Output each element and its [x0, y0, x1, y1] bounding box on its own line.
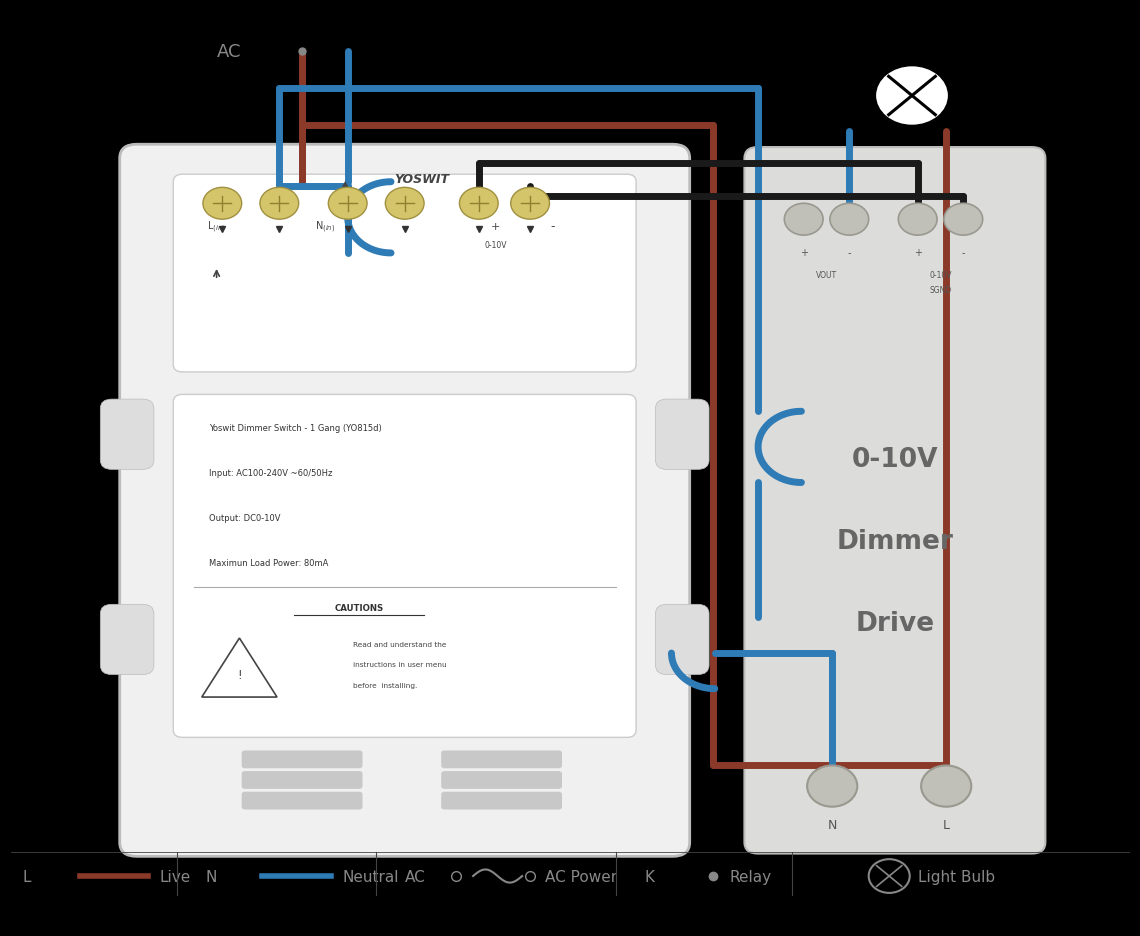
Text: L$_{(in)}$: L$_{(in)}$ — [207, 219, 226, 235]
Text: instructions in user menu: instructions in user menu — [353, 662, 447, 667]
Circle shape — [874, 66, 950, 127]
Text: AC: AC — [217, 42, 241, 61]
Text: Relay: Relay — [730, 869, 772, 884]
FancyBboxPatch shape — [441, 792, 562, 810]
FancyBboxPatch shape — [441, 751, 562, 768]
Circle shape — [260, 188, 299, 220]
Circle shape — [328, 188, 367, 220]
Circle shape — [511, 188, 549, 220]
Text: AC Power: AC Power — [545, 869, 617, 884]
Text: YOSWIT: YOSWIT — [394, 172, 449, 185]
Circle shape — [944, 204, 983, 236]
Polygon shape — [202, 638, 277, 697]
Text: +: + — [799, 247, 808, 257]
Text: Light Bulb: Light Bulb — [918, 869, 995, 884]
FancyBboxPatch shape — [100, 400, 154, 470]
Circle shape — [807, 766, 857, 807]
Text: Input: AC100-240V ~60/50Hz: Input: AC100-240V ~60/50Hz — [209, 469, 332, 477]
Circle shape — [459, 188, 498, 220]
Text: Maximun Load Power: 80mA: Maximun Load Power: 80mA — [209, 559, 328, 567]
Text: N: N — [205, 869, 217, 884]
Text: Neutral: Neutral — [342, 869, 399, 884]
FancyBboxPatch shape — [173, 395, 636, 738]
FancyBboxPatch shape — [120, 145, 690, 856]
Text: -: - — [551, 219, 555, 232]
Text: SGND: SGND — [929, 286, 952, 295]
Text: +: + — [491, 221, 500, 231]
Circle shape — [385, 188, 424, 220]
FancyBboxPatch shape — [173, 175, 636, 373]
Circle shape — [203, 188, 242, 220]
Circle shape — [921, 766, 971, 807]
Text: L: L — [23, 869, 31, 884]
Text: K: K — [644, 869, 654, 884]
Text: 0-10V: 0-10V — [929, 271, 952, 280]
FancyBboxPatch shape — [656, 400, 709, 470]
Circle shape — [830, 204, 869, 236]
Text: !: ! — [237, 668, 242, 681]
FancyBboxPatch shape — [242, 771, 363, 789]
Text: 0-10V: 0-10V — [852, 446, 938, 473]
FancyBboxPatch shape — [656, 605, 709, 675]
FancyBboxPatch shape — [744, 148, 1045, 854]
FancyBboxPatch shape — [242, 751, 363, 768]
Text: +: + — [913, 247, 922, 257]
Circle shape — [898, 204, 937, 236]
Circle shape — [784, 204, 823, 236]
Text: before  installing.: before installing. — [353, 682, 417, 688]
Text: Drive: Drive — [855, 610, 935, 636]
Text: Read and understand the: Read and understand the — [353, 641, 447, 647]
Text: L: L — [943, 818, 950, 831]
FancyBboxPatch shape — [100, 605, 154, 675]
Text: N: N — [828, 818, 837, 831]
Text: N$_{(in)}$: N$_{(in)}$ — [315, 219, 335, 235]
Text: Output: DC0-10V: Output: DC0-10V — [209, 514, 280, 522]
Text: AC: AC — [405, 869, 425, 884]
FancyBboxPatch shape — [242, 792, 363, 810]
Text: VOUT: VOUT — [816, 271, 837, 280]
Text: ▲: ▲ — [342, 179, 349, 187]
Text: -: - — [847, 247, 852, 257]
Text: Dimmer: Dimmer — [837, 529, 953, 555]
Text: CAUTIONS: CAUTIONS — [334, 604, 384, 612]
Text: -: - — [961, 247, 966, 257]
FancyBboxPatch shape — [441, 771, 562, 789]
Text: 0-10V: 0-10V — [484, 241, 507, 250]
Text: Live: Live — [160, 869, 190, 884]
Text: Yoswit Dimmer Switch - 1 Gang (YO815d): Yoswit Dimmer Switch - 1 Gang (YO815d) — [209, 424, 382, 432]
